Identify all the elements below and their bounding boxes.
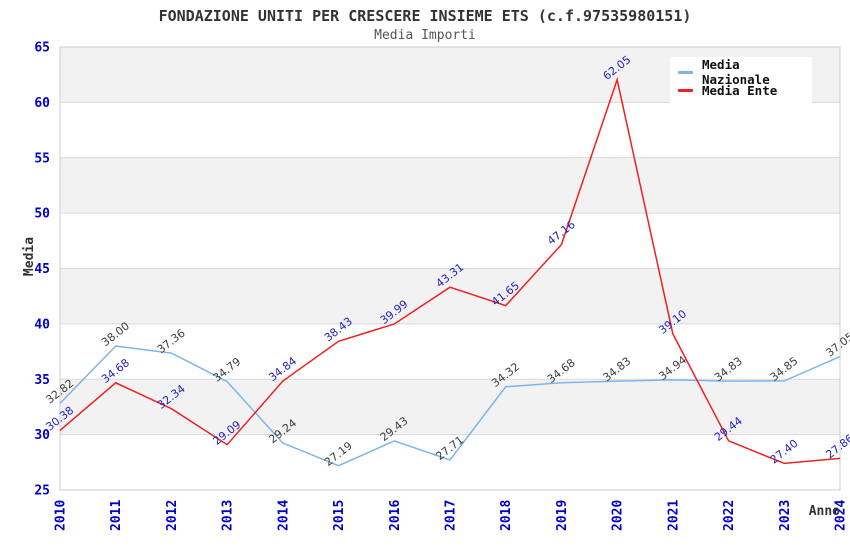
ente-line-swatch	[678, 88, 693, 92]
y-tick-label: 65	[34, 41, 50, 56]
nazionale-line-swatch	[678, 70, 693, 74]
x-axis-title: Anno	[808, 504, 840, 519]
legend-label-media-nazionale: Media Nazionale	[702, 57, 770, 87]
x-tick-label: 2016	[388, 500, 403, 531]
x-tick-label: 2024	[834, 500, 849, 531]
y-tick-label: 30	[34, 428, 50, 443]
x-tick-label: 2022	[722, 500, 737, 531]
x-tick-label: 2012	[165, 500, 180, 531]
data-label: 34.94	[656, 353, 689, 383]
legend: Media Nazionale Media Ente	[670, 57, 812, 105]
y-tick-label: 50	[34, 207, 50, 222]
x-tick-label: 2015	[332, 500, 347, 531]
x-tick-label: 2019	[555, 500, 570, 531]
y-axis-title: Media	[22, 236, 38, 277]
y-tick-label: 25	[34, 484, 50, 499]
x-tick-label: 2020	[611, 500, 626, 531]
legend-item-media-nazionale[interactable]: Media Nazionale	[678, 57, 812, 87]
legend-item-media-ente[interactable]: Media Ente	[678, 81, 812, 99]
legend-label-media-ente: Media Ente	[702, 82, 778, 98]
chart-title: FONDAZIONE UNITI PER CRESCERE INSIEME ET…	[158, 7, 692, 25]
ente-line	[59, 76, 841, 465]
x-tick-label: 2014	[276, 500, 291, 531]
y-tick-label: 35	[34, 373, 50, 388]
x-tick-label: 2013	[221, 500, 236, 531]
data-label: 27.86	[823, 432, 850, 462]
y-tick-label: 60	[34, 96, 50, 111]
y-tick-label: 40	[34, 317, 50, 332]
x-tick-label: 2021	[666, 500, 681, 531]
x-tick-label: 2010	[54, 500, 69, 531]
chart-subtitle: Media Importi	[374, 28, 476, 43]
grid-band	[60, 379, 840, 435]
x-tick-label: 2023	[778, 500, 793, 531]
x-tick-label: 2011	[109, 500, 124, 531]
data-label: 27.71	[433, 433, 466, 463]
data-label: 37.36	[155, 327, 188, 357]
grid-band	[60, 157, 840, 214]
data-label: 37.05	[823, 330, 850, 360]
x-tick-label: 2018	[499, 500, 514, 531]
y-tick-label: 45	[34, 262, 50, 277]
data-label: 27.19	[322, 439, 355, 469]
nazionale-line	[59, 345, 841, 467]
x-tick-label: 2017	[444, 500, 459, 531]
y-tick-label: 55	[34, 151, 50, 166]
plot-border	[59, 46, 841, 491]
grid-band	[60, 268, 840, 324]
